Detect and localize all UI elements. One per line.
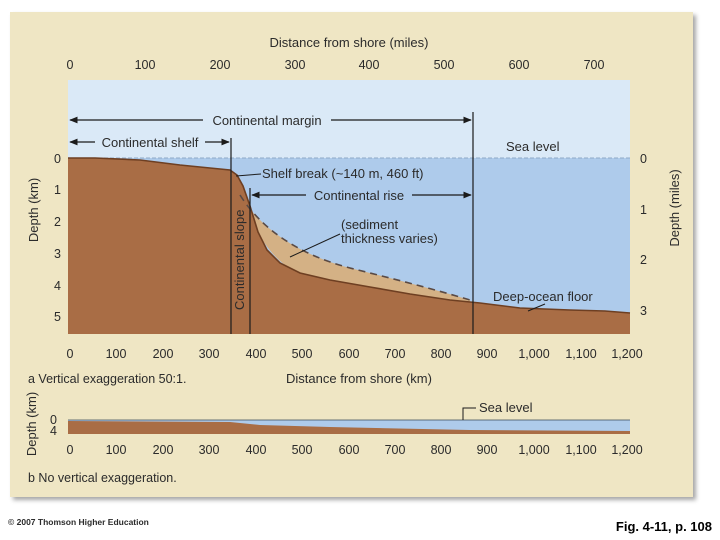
top-axis-tick: 700 xyxy=(584,58,605,72)
panel-b-x-tick: 1,000 xyxy=(518,443,549,457)
left-axis-ticks: 0 1 2 3 4 5 xyxy=(54,152,61,324)
bottom-axis-tick: 800 xyxy=(431,347,452,361)
bottom-axis-tick: 0 xyxy=(67,347,74,361)
bottom-axis-tick: 300 xyxy=(199,347,220,361)
bottom-axis-tick: 600 xyxy=(339,347,360,361)
bottom-axis-tick: 900 xyxy=(477,347,498,361)
panel-b-tick: 4 xyxy=(50,424,57,438)
left-axis-tick: 0 xyxy=(54,152,61,166)
figure-reference: Fig. 4-11, p. 108 xyxy=(616,519,712,534)
left-axis-tick: 5 xyxy=(54,310,61,324)
panel-b-x-tick: 100 xyxy=(106,443,127,457)
sea-level-label: Sea level xyxy=(506,139,560,154)
bottom-axis-tick: 500 xyxy=(292,347,313,361)
top-axis-tick: 200 xyxy=(210,58,231,72)
top-axis-tick: 500 xyxy=(434,58,455,72)
shelf-break-label: Shelf break (~140 m, 460 ft) xyxy=(262,166,424,181)
continental-shelf-label: Continental shelf xyxy=(102,135,199,150)
top-axis-ticks: 0 100 200 300 400 500 600 700 xyxy=(67,58,605,72)
panel-b-x-tick: 800 xyxy=(431,443,452,457)
panel-b-caption: b No vertical exaggeration. xyxy=(28,471,177,485)
panel-b-crust-profile xyxy=(68,421,630,434)
top-axis-tick: 600 xyxy=(509,58,530,72)
sediment-label-line2: thickness varies) xyxy=(341,231,438,246)
sediment-top-dashed-line xyxy=(239,194,471,301)
continental-margin-label: Continental margin xyxy=(212,113,321,128)
deep-ocean-floor-leader xyxy=(527,303,546,312)
bottom-axis-ticks: 0 100 200 300 400 500 600 700 800 900 1,… xyxy=(67,347,643,361)
bottom-axis-tick: 100 xyxy=(106,347,127,361)
continental-rise-label-bg xyxy=(306,186,412,204)
top-axis-title: Distance from shore (miles) xyxy=(270,35,429,50)
bottom-axis-tick: 200 xyxy=(153,347,174,361)
bottom-axis-tick: 400 xyxy=(246,347,267,361)
right-axis-tick: 3 xyxy=(640,304,647,318)
panel-b-x-ticks: 0 100 200 300 400 500 600 700 800 900 1,… xyxy=(67,443,643,457)
deep-ocean-floor-label: Deep-ocean floor xyxy=(493,289,593,304)
continental-slope-label: Continental slope xyxy=(232,210,247,310)
left-axis-tick: 1 xyxy=(54,183,61,197)
right-axis-tick: 1 xyxy=(640,203,647,217)
panel-b-x-tick: 1,100 xyxy=(565,443,596,457)
top-axis-tick: 400 xyxy=(359,58,380,72)
left-axis-tick: 2 xyxy=(54,215,61,229)
panel-b-x-tick: 600 xyxy=(339,443,360,457)
crust-outline xyxy=(68,157,631,314)
panel-b-tick: 0 xyxy=(50,413,57,427)
panel-b-x-tick: 900 xyxy=(477,443,498,457)
panel-b-x-tick: 300 xyxy=(199,443,220,457)
top-axis-tick: 100 xyxy=(135,58,156,72)
panel-a-caption: a Vertical exaggeration 50:1. xyxy=(28,372,186,386)
continental-margin-label-bg xyxy=(203,111,331,129)
panel-b-sea-level-label: Sea level xyxy=(479,400,533,415)
sediment-leader xyxy=(289,233,341,258)
continental-rise-label: Continental rise xyxy=(314,188,404,203)
panel-b-sea-level-leader xyxy=(462,407,476,420)
right-axis-title: Depth (miles) xyxy=(667,169,682,246)
panel-b-x-tick: 700 xyxy=(385,443,406,457)
left-axis-title: Depth (km) xyxy=(26,178,41,242)
left-axis-tick: 4 xyxy=(54,279,61,293)
shelf-break-leader xyxy=(235,173,262,177)
sediment-label-line1: (sediment xyxy=(341,217,398,232)
copyright-notice: © 2007 Thomson Higher Education xyxy=(8,517,149,527)
panel-b-x-tick: 200 xyxy=(153,443,174,457)
bottom-axis-tick: 1,000 xyxy=(518,347,549,361)
panel-b-axis-title: Depth (km) xyxy=(24,392,39,456)
top-axis-tick: 0 xyxy=(67,58,74,72)
right-axis-tick: 0 xyxy=(640,152,647,166)
panel-b-x-tick: 0 xyxy=(67,443,74,457)
bottom-axis-title: Distance from shore (km) xyxy=(286,371,432,386)
continental-shelf-label-bg xyxy=(95,133,205,151)
sediment-wedge xyxy=(240,195,470,304)
bottom-axis-tick: 700 xyxy=(385,347,406,361)
panel-b-x-tick: 500 xyxy=(292,443,313,457)
right-axis-ticks: 0 1 2 3 xyxy=(640,152,647,318)
crust-profile xyxy=(68,158,630,334)
panel-b-x-tick: 400 xyxy=(246,443,267,457)
bottom-axis-tick: 1,200 xyxy=(611,347,642,361)
right-axis-tick: 2 xyxy=(640,253,647,267)
left-axis-tick: 3 xyxy=(54,247,61,261)
panel-b-x-tick: 1,200 xyxy=(611,443,642,457)
bottom-axis-tick: 1,100 xyxy=(565,347,596,361)
top-axis-tick: 300 xyxy=(285,58,306,72)
